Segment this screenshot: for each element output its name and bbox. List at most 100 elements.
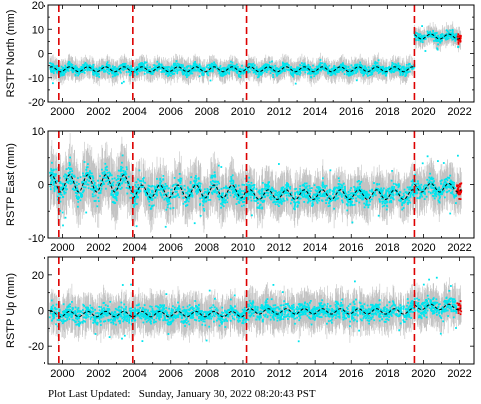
data-point: [294, 203, 297, 206]
data-point: [191, 65, 194, 68]
data-point: [432, 177, 435, 180]
data-point: [427, 32, 430, 35]
data-point: [212, 174, 215, 177]
data-point: [92, 64, 95, 66]
data-point: [202, 320, 205, 323]
data-point: [402, 65, 405, 68]
data-point: [112, 321, 114, 324]
data-point: [69, 303, 71, 306]
data-point: [186, 76, 188, 78]
data-point: [147, 189, 150, 192]
data-point: [83, 72, 86, 74]
data-point: [125, 306, 127, 308]
data-point: [457, 33, 460, 36]
data-point: [239, 188, 241, 191]
data-point: [320, 188, 323, 191]
data-point: [65, 175, 68, 178]
data-point: [260, 199, 263, 202]
data-point: [211, 306, 213, 309]
data-point: [229, 64, 231, 66]
data-point: [137, 184, 139, 186]
data-point: [75, 323, 78, 326]
data-point: [253, 196, 256, 198]
data-point: [99, 189, 102, 192]
data-point: [315, 200, 318, 202]
data-point: [370, 66, 373, 69]
data-point: [158, 63, 161, 66]
data-point: [316, 186, 318, 189]
data-point: [255, 73, 257, 75]
data-point: [367, 206, 370, 209]
data-point: [414, 33, 417, 36]
data-point: [82, 316, 85, 319]
data-point: [258, 69, 261, 71]
data-point: [335, 69, 337, 72]
outlier-point: [351, 221, 354, 224]
data-point: [309, 190, 312, 192]
data-point: [79, 199, 82, 202]
data-point: [129, 71, 132, 74]
data-point: [211, 70, 214, 73]
data-point: [107, 319, 110, 321]
data-point: [129, 196, 132, 199]
data-point: [268, 61, 271, 64]
data-point: [135, 189, 138, 192]
data-point: [408, 186, 411, 189]
data-point: [105, 187, 107, 190]
data-point: [304, 182, 306, 185]
data-point: [258, 207, 261, 210]
data-point: [367, 66, 370, 69]
data-point: [336, 70, 338, 73]
data-point: [182, 306, 185, 309]
panel-up: 2000 2002 2004 2006 2008 2010 2012 2014 2016 2018…: [5, 256, 475, 380]
data-point: [434, 194, 437, 196]
data-point: [62, 196, 64, 198]
data-point: [123, 63, 126, 66]
data-point: [313, 71, 315, 74]
data-point: [116, 67, 118, 70]
data-point: [447, 37, 450, 40]
data-point: [267, 187, 270, 189]
data-point: [294, 202, 297, 204]
data-point: [168, 66, 170, 68]
data-point: [110, 312, 112, 315]
data-point: [55, 168, 58, 171]
data-point: [111, 191, 114, 193]
data-point: [306, 65, 309, 68]
data-point: [245, 192, 248, 195]
data-point: [450, 184, 452, 187]
data-point: [87, 309, 89, 312]
data-point: [242, 72, 245, 75]
data-point: [384, 195, 386, 197]
data-point: [125, 71, 128, 73]
data-point: [61, 316, 63, 318]
data-point: [257, 202, 259, 205]
data-point: [229, 191, 231, 194]
data-point: [111, 70, 114, 73]
data-point: [247, 186, 250, 189]
data-point: [106, 314, 109, 317]
data-point: [296, 201, 299, 204]
data-point: [423, 189, 426, 192]
data-point: [59, 74, 61, 77]
data-point: [450, 187, 453, 190]
data-point: [112, 195, 114, 198]
data-point: [100, 306, 102, 308]
data-point: [402, 196, 404, 199]
data-point: [267, 185, 270, 188]
data-point: [417, 35, 419, 38]
data-point: [86, 178, 89, 181]
data-point: [318, 186, 320, 188]
data-point: [410, 65, 413, 67]
data-point: [164, 197, 167, 200]
data-point: [158, 188, 160, 191]
data-point: [127, 175, 130, 178]
data-point: [347, 193, 350, 196]
data-point: [199, 65, 202, 68]
data-point: [98, 316, 101, 319]
data-point: [61, 69, 64, 72]
data-point: [179, 182, 182, 184]
data-point: [81, 70, 83, 73]
data-point: [112, 193, 114, 196]
